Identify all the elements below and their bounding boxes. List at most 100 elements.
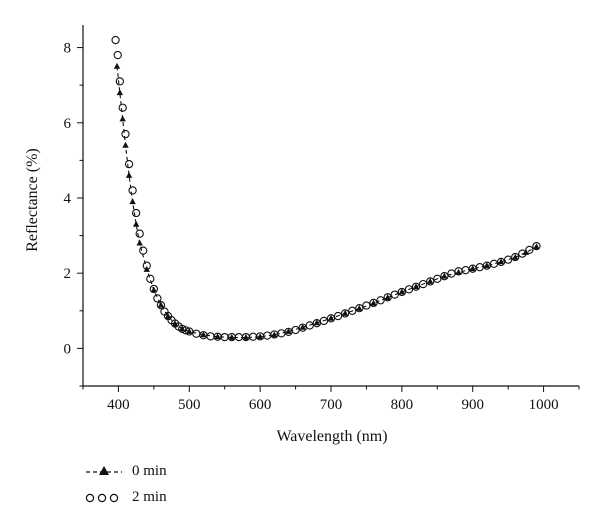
series-2min-point bbox=[319, 316, 329, 326]
legend-label-0min: 0 min bbox=[132, 462, 167, 479]
series-2min-point bbox=[397, 287, 407, 297]
series-0min-point bbox=[427, 277, 434, 284]
series-2min-point bbox=[404, 285, 414, 294]
series-0min-point bbox=[370, 299, 377, 306]
series-2min-point bbox=[333, 311, 343, 321]
series-2min-point bbox=[124, 159, 134, 169]
series-2min-point bbox=[532, 241, 541, 251]
series-2min-point bbox=[131, 208, 141, 218]
series-2min-point bbox=[355, 304, 364, 313]
series-0min-point bbox=[469, 265, 476, 272]
series-2min-point bbox=[146, 274, 155, 283]
series-0min-point bbox=[129, 198, 136, 205]
legend-symbol-open-circles bbox=[85, 493, 119, 503]
series-0min-point bbox=[398, 288, 406, 295]
legend: 0 min 2 min bbox=[84, 458, 167, 510]
plot-area: 400 500 600 700 800 900 1000 0 2 4 6 8 bbox=[64, 25, 580, 413]
x-tick-label: 1000 bbox=[529, 397, 559, 413]
series-2min-point bbox=[156, 301, 166, 310]
series-2min-point bbox=[390, 290, 399, 299]
series-2min-point bbox=[185, 327, 194, 336]
series-0min-point bbox=[157, 301, 165, 308]
legend-item-0min: 0 min bbox=[84, 458, 167, 484]
series-2min-point bbox=[341, 309, 350, 318]
series-0min-point bbox=[256, 333, 264, 340]
series-0min-point bbox=[483, 262, 491, 269]
series-2min-point bbox=[489, 259, 499, 268]
series-0min-point bbox=[150, 286, 158, 293]
series-0min-point bbox=[116, 89, 124, 96]
series-2min-point bbox=[115, 77, 124, 86]
y-tick-label: 6 bbox=[64, 116, 72, 132]
series-2min-point bbox=[111, 35, 120, 45]
series-0min-point bbox=[200, 331, 207, 338]
series-0min-point bbox=[384, 294, 391, 301]
series-2min-point bbox=[192, 329, 201, 338]
series-2min-point bbox=[503, 255, 513, 264]
x-tick-label: 500 bbox=[178, 397, 201, 413]
series-2min-point bbox=[447, 269, 456, 278]
series-0min-point bbox=[497, 258, 505, 265]
x-tick-label: 800 bbox=[391, 397, 414, 413]
series-0min-point bbox=[136, 239, 143, 246]
series-2min-point bbox=[326, 314, 336, 323]
series-2min-point bbox=[511, 252, 520, 262]
series-2min-point bbox=[149, 284, 159, 294]
series-2min-point bbox=[418, 279, 428, 289]
series-2min-point bbox=[376, 296, 385, 305]
series-2min-point bbox=[383, 293, 392, 302]
series-0min-point bbox=[341, 309, 349, 316]
series-2min-point bbox=[411, 282, 421, 291]
series-0min-point bbox=[313, 319, 321, 326]
series-2min-point bbox=[348, 306, 357, 315]
series-2min-point bbox=[153, 294, 162, 303]
series-0min-point bbox=[119, 115, 126, 122]
x-axis-label: Wavelength (nm) bbox=[276, 428, 387, 445]
series-2min-point bbox=[362, 301, 371, 310]
series-2min-point bbox=[135, 229, 144, 238]
series-0min-point bbox=[271, 331, 278, 338]
series-0min-point bbox=[441, 272, 448, 279]
series-2min-point bbox=[369, 298, 378, 308]
series-0min-point bbox=[171, 320, 179, 327]
series-0min-point bbox=[299, 323, 306, 330]
y-axis-label: Reflectance (%) bbox=[24, 148, 41, 251]
legend-symbol-triangle-dashed bbox=[86, 466, 122, 475]
x-tick-label: 600 bbox=[249, 397, 272, 413]
series-2min-point bbox=[305, 321, 314, 330]
series-2min-point bbox=[181, 326, 190, 335]
series-0min-point bbox=[356, 305, 363, 311]
series-0min-point bbox=[512, 253, 519, 260]
series-2min-point bbox=[128, 186, 137, 195]
series-0min-line bbox=[116, 66, 537, 339]
series-2min-point bbox=[518, 249, 527, 258]
series-0min-point bbox=[242, 333, 250, 340]
series-2min-point bbox=[113, 50, 122, 60]
series-0min-point bbox=[228, 333, 235, 340]
y-tick-label: 0 bbox=[64, 341, 72, 357]
series-2min-point bbox=[118, 103, 127, 112]
series-2min-point bbox=[440, 272, 449, 281]
y-tick-label: 4 bbox=[64, 191, 72, 207]
series-2min-point bbox=[291, 325, 300, 335]
series-0min-point bbox=[533, 243, 540, 250]
series-2min-point bbox=[496, 257, 506, 267]
series-2min-point bbox=[433, 274, 442, 283]
series-2min-point bbox=[312, 319, 321, 328]
series-0min-point bbox=[125, 171, 133, 178]
y-tick-label: 2 bbox=[64, 266, 72, 282]
series-2min-point bbox=[139, 246, 148, 255]
legend-item-2min: 2 min bbox=[84, 484, 167, 510]
series-2min-point bbox=[426, 277, 435, 286]
series-0min-point bbox=[122, 141, 129, 148]
series-2min-point bbox=[298, 323, 307, 332]
series-0min-point bbox=[455, 268, 462, 275]
series-0min-point bbox=[412, 283, 420, 290]
series-0min-point bbox=[113, 62, 121, 69]
y-tick-label: 8 bbox=[64, 41, 72, 57]
x-tick-label: 700 bbox=[320, 397, 343, 413]
series-0min-point bbox=[285, 327, 292, 334]
series-2min-point bbox=[121, 129, 130, 139]
legend-label-2min: 2 min bbox=[132, 488, 167, 505]
